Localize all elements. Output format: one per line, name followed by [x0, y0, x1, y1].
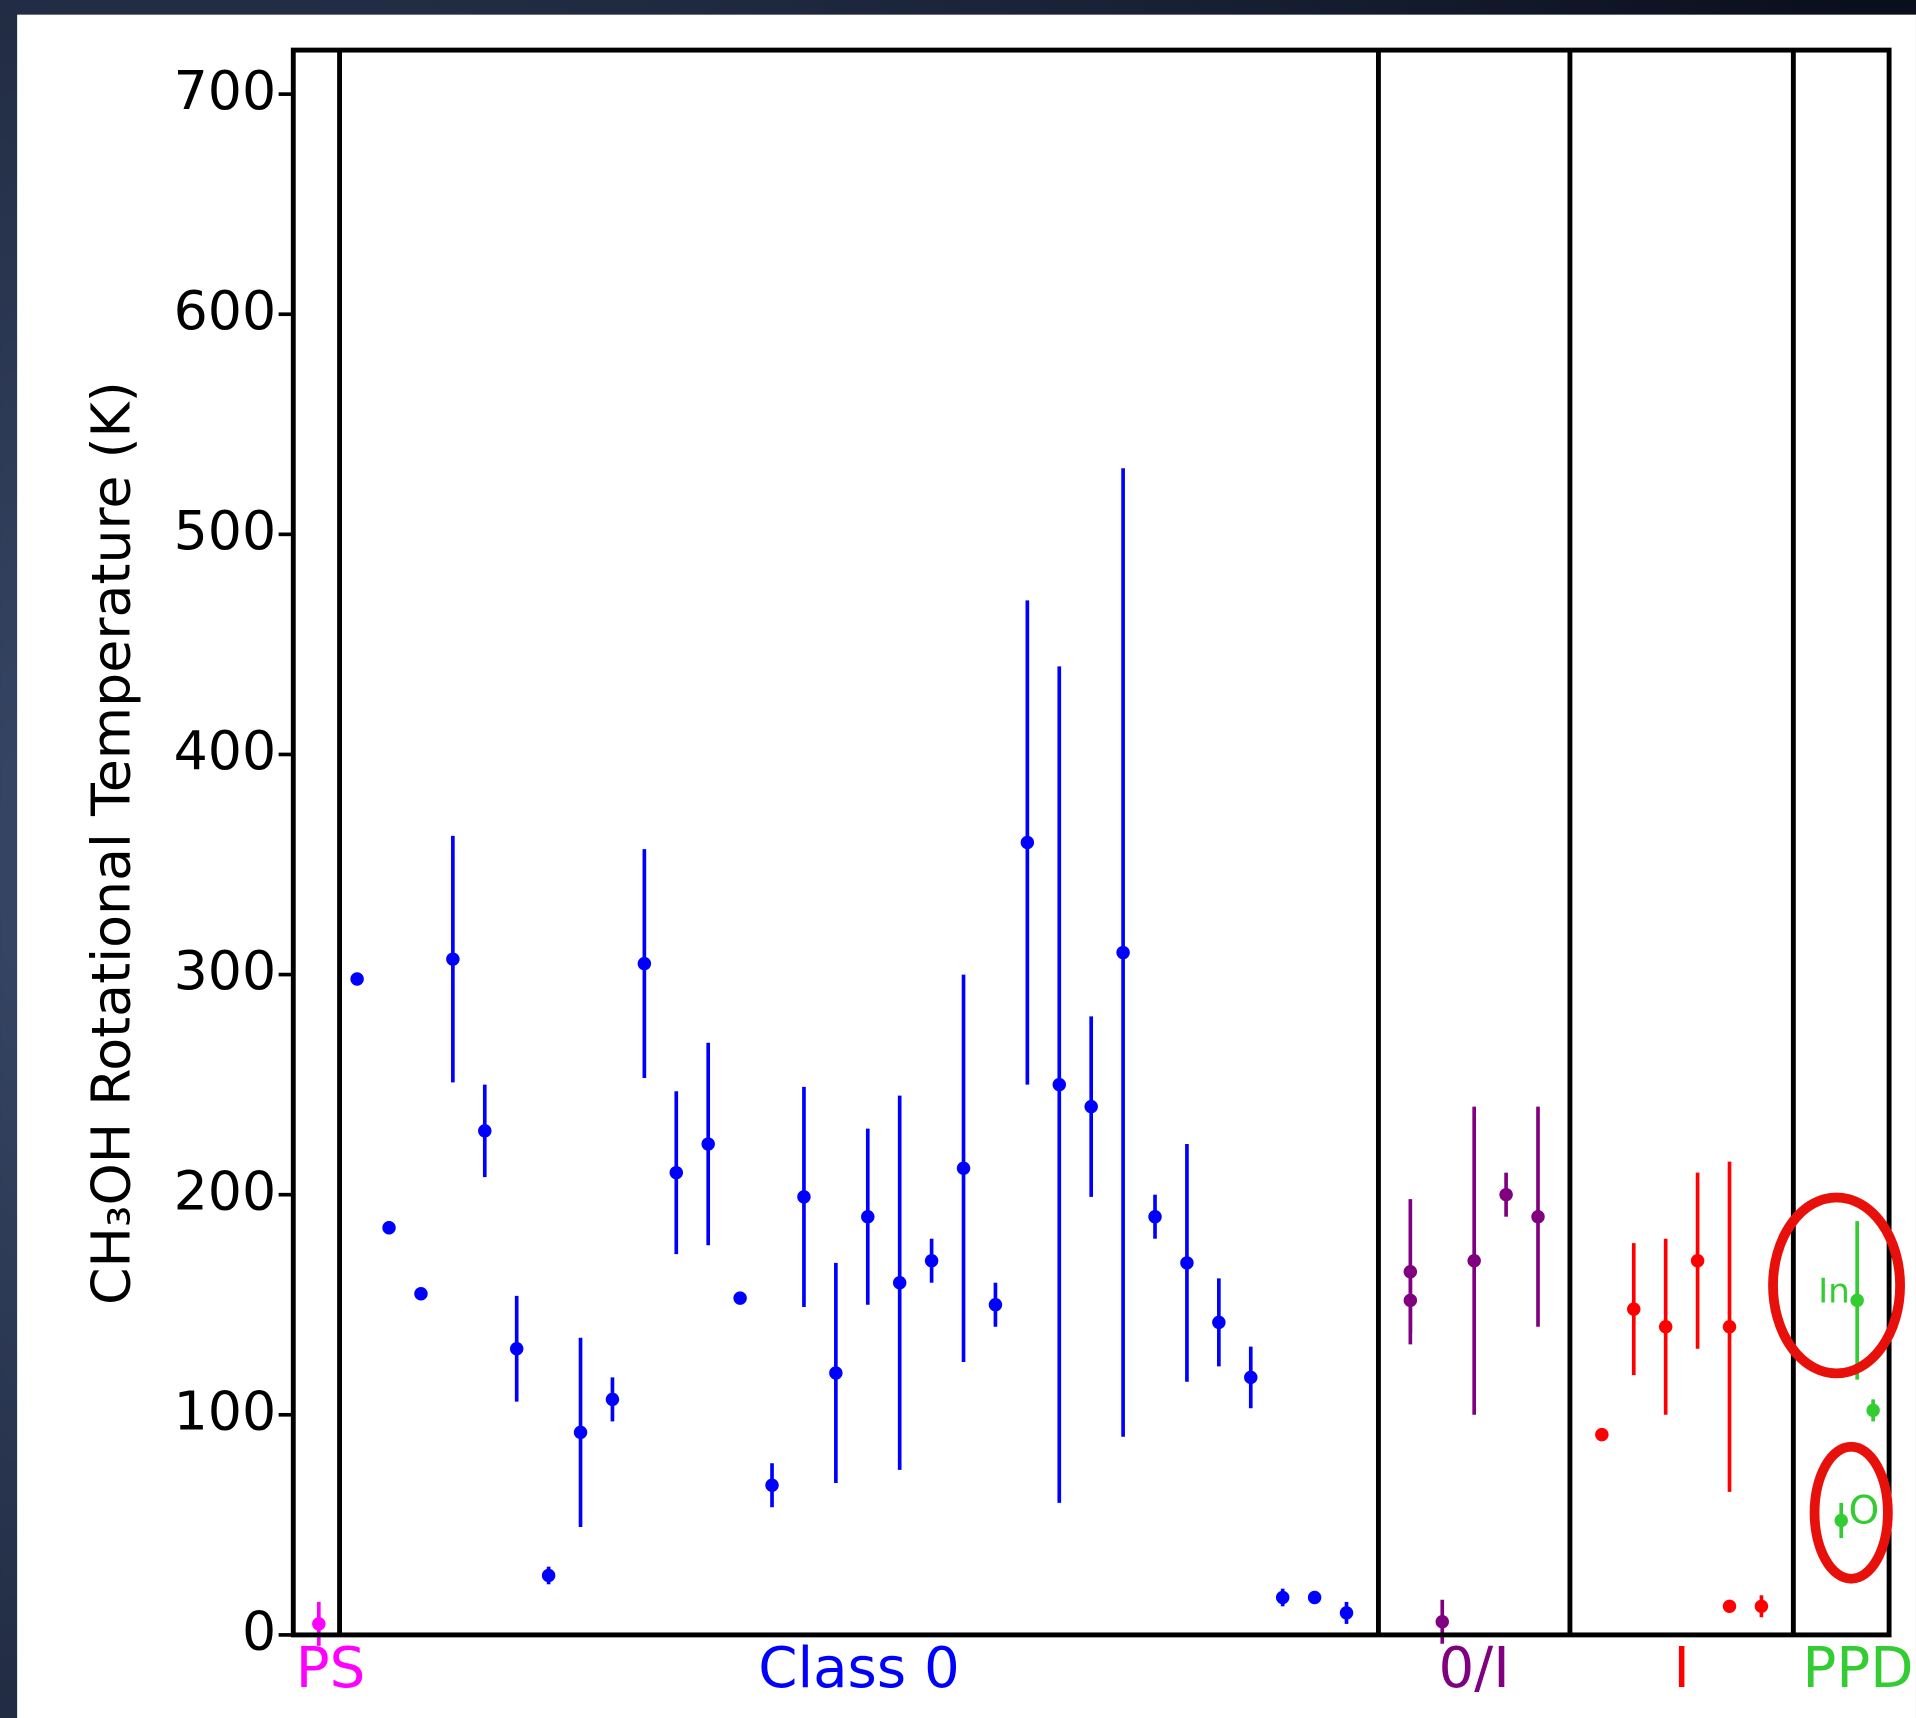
- group-label: Class 0: [758, 1636, 959, 1701]
- data-point: [861, 1209, 875, 1224]
- highlight-ellipse: [1809, 1441, 1893, 1584]
- data-point: [1531, 1209, 1545, 1224]
- data-point: [1722, 1599, 1737, 1614]
- data-point: [541, 1568, 556, 1583]
- highlight-ellipse: [1768, 1192, 1905, 1379]
- data-point: [1658, 1320, 1673, 1334]
- y-tick-label: 100: [174, 1379, 277, 1442]
- y-tick-label: 0: [242, 1600, 276, 1663]
- y-tick-label: 700: [174, 59, 277, 122]
- y-tick-label: 500: [174, 499, 277, 562]
- data-point: [1052, 1077, 1066, 1092]
- data-point: [701, 1137, 715, 1151]
- data-point: [1339, 1606, 1354, 1620]
- plot-frame: [290, 47, 1892, 1638]
- data-point: [478, 1124, 492, 1138]
- point-label: O: [1849, 1489, 1880, 1534]
- group-label: PS: [296, 1636, 366, 1701]
- data-point: [733, 1291, 747, 1305]
- data-point: [382, 1220, 396, 1235]
- data-point: [1116, 945, 1130, 960]
- group-label: I: [1673, 1636, 1690, 1701]
- data-point: [414, 1287, 428, 1301]
- data-point: [765, 1478, 779, 1492]
- data-point: [1595, 1427, 1609, 1442]
- data-point: [1435, 1614, 1449, 1629]
- data-point: [829, 1366, 843, 1380]
- group-label: PPD: [1802, 1636, 1913, 1701]
- data-point: [892, 1276, 907, 1290]
- data-point: [1866, 1403, 1880, 1418]
- data-point: [1467, 1253, 1481, 1268]
- y-tick-label: 200: [174, 1159, 277, 1222]
- data-point: [1084, 1099, 1098, 1114]
- data-point: [1275, 1590, 1290, 1605]
- y-tick-label: 300: [174, 939, 277, 1002]
- point-label: In: [1818, 1272, 1850, 1312]
- plot-area: 0 100 200 300 400 500 600 700 PS Class 0 0/I I O In PP…: [174, 47, 1914, 1701]
- data-point: [573, 1425, 588, 1440]
- y-axis-label: CH₃OH Rotational Temperature (K): [80, 381, 143, 1305]
- data-point: [988, 1298, 1003, 1312]
- data-point: [605, 1392, 620, 1407]
- data-point: [1148, 1209, 1162, 1224]
- data-point: [1020, 835, 1035, 850]
- group-label: 0/I: [1439, 1636, 1510, 1701]
- y-tick-label: 600: [174, 279, 277, 342]
- data-point: [1244, 1370, 1258, 1385]
- data-point: [1834, 1513, 1848, 1528]
- data-point: [1307, 1590, 1322, 1605]
- data-point: [1499, 1187, 1513, 1202]
- data-point: [956, 1161, 971, 1175]
- data-point: [669, 1165, 683, 1180]
- data-point: [509, 1342, 524, 1356]
- panel: [17, 14, 1916, 1718]
- data-point: [1403, 1293, 1418, 1308]
- data-point: [1722, 1320, 1737, 1334]
- data-point: [1850, 1293, 1864, 1308]
- data-point: [924, 1253, 939, 1268]
- data-point: [1180, 1256, 1194, 1270]
- data-point: [1690, 1253, 1705, 1268]
- data-point: [1212, 1315, 1226, 1330]
- data-point: [350, 972, 364, 986]
- data-point: [637, 956, 652, 971]
- y-tick-label: 400: [174, 719, 277, 782]
- data-point: [1627, 1302, 1641, 1316]
- data-point: [446, 952, 460, 966]
- data-point: [312, 1617, 326, 1631]
- data-point: [797, 1190, 811, 1204]
- data-point: [1754, 1599, 1769, 1614]
